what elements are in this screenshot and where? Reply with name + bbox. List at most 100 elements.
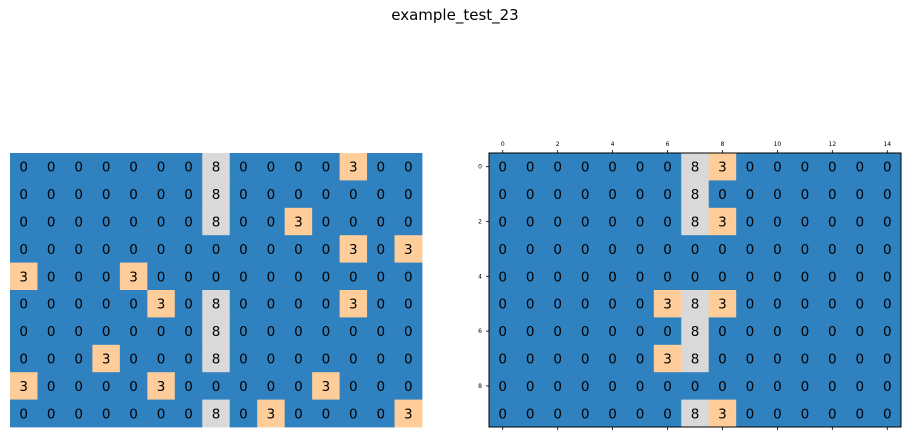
cell-value: 0: [746, 324, 755, 340]
grid-cell: [174, 262, 203, 291]
grid-cell: [257, 317, 286, 346]
cell-value: 0: [102, 297, 111, 313]
grid-cell: [394, 235, 423, 263]
cell-value: 0: [102, 160, 111, 176]
grid-cell: [229, 317, 258, 346]
cell-value: 0: [102, 242, 111, 258]
grid-cell: [516, 317, 545, 346]
y-tick-label: 6: [478, 328, 482, 335]
cell-value: 0: [498, 379, 507, 395]
grid-cell: [681, 262, 710, 291]
grid-cell: [174, 317, 203, 346]
cell-value: 0: [581, 379, 590, 395]
cell-value: 0: [883, 269, 892, 285]
cell-value: 8: [691, 160, 700, 176]
grid-cell: [791, 262, 819, 291]
grid-cell: [37, 399, 66, 428]
grid-cell: [598, 344, 627, 373]
grid-cell: [681, 372, 710, 400]
cell-value: 0: [322, 187, 331, 203]
cell-value: 0: [377, 379, 386, 395]
grid-cell: [257, 207, 286, 236]
grid-cell: [489, 317, 517, 346]
grid-cell: [818, 290, 847, 318]
grid-cell: [763, 180, 792, 209]
grid-cell: [653, 262, 682, 291]
grid-cell: [284, 235, 313, 263]
figure-title: example_test_23: [391, 6, 519, 24]
grid-cell: [64, 372, 93, 400]
grid-cell: [257, 235, 286, 263]
cell-value: 0: [856, 215, 865, 231]
grid-cell: [571, 235, 600, 263]
cell-value: 0: [377, 215, 386, 231]
cell-value: 0: [526, 379, 535, 395]
grid-cell: [257, 153, 286, 181]
grid-cell: [174, 372, 203, 400]
grid-cell: [543, 372, 572, 400]
cell-value: 0: [404, 187, 413, 203]
grid-cell: [37, 372, 66, 400]
cell-value: 0: [553, 352, 562, 368]
grid-cell: [119, 317, 148, 346]
grid-cell: [367, 372, 395, 400]
grid-cell: [543, 180, 572, 209]
cell-value: 0: [718, 269, 727, 285]
grid-cell: [257, 344, 286, 373]
cell-value: 0: [47, 324, 56, 340]
grid-cell: [791, 235, 819, 263]
grid-cell: [284, 262, 313, 291]
grid-cell: [598, 180, 627, 209]
cell-value: 0: [553, 187, 562, 203]
cell-value: 0: [47, 187, 56, 203]
grid-cell: [174, 290, 203, 318]
cell-value: 0: [883, 352, 892, 368]
grid-cell: [791, 317, 819, 346]
grid-cell: [489, 290, 517, 318]
grid-cell: [257, 372, 286, 400]
cell-value: 0: [581, 187, 590, 203]
grid-cell: [312, 344, 340, 373]
grid-cell: [543, 153, 572, 181]
cell-value: 0: [581, 324, 590, 340]
grid-cell: [736, 317, 765, 346]
cell-value: 0: [608, 160, 617, 176]
grid-cell: [147, 153, 176, 181]
grid-cell: [543, 207, 572, 236]
grid-cell: [10, 399, 38, 428]
grid-cell: [791, 180, 819, 209]
cell-value: 0: [691, 242, 700, 258]
cell-value: 0: [129, 242, 138, 258]
cell-value: 0: [322, 160, 331, 176]
cell-value: 8: [691, 297, 700, 313]
cell-value: 0: [663, 269, 672, 285]
grid-cell: [846, 372, 874, 400]
grid-cell: [818, 207, 847, 236]
cell-value: 0: [19, 160, 28, 176]
grid-cell: [571, 344, 600, 373]
cell-value: 0: [294, 297, 303, 313]
grid-cell: [284, 344, 313, 373]
cell-value: 0: [663, 324, 672, 340]
grid-cell: [202, 317, 231, 346]
grid-cell: [846, 399, 874, 428]
cell-value: 0: [663, 187, 672, 203]
grid-cell: [736, 180, 765, 209]
grid-cell: [10, 207, 38, 236]
cell-value: 0: [212, 269, 221, 285]
cell-value: 0: [19, 297, 28, 313]
grid-cell: [736, 344, 765, 373]
grid-cell: [598, 262, 627, 291]
grid-cell: [10, 235, 38, 263]
cell-value: 3: [129, 269, 138, 285]
cell-value: 0: [608, 379, 617, 395]
cell-value: 3: [294, 215, 303, 231]
cell-value: 0: [828, 187, 837, 203]
cell-value: 0: [718, 352, 727, 368]
grid-cell: [681, 207, 710, 236]
cell-value: 0: [553, 297, 562, 313]
grid-cell: [92, 344, 121, 373]
cell-value: 0: [19, 215, 28, 231]
cell-value: 0: [581, 242, 590, 258]
